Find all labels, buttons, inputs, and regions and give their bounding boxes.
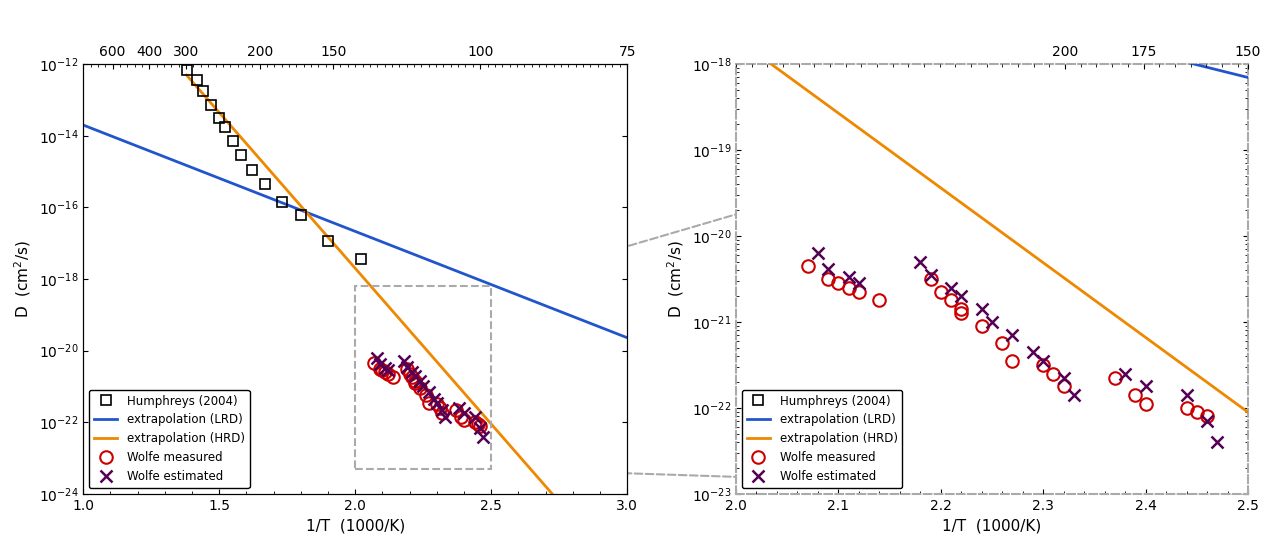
Y-axis label: D  (cm$^2$/s): D (cm$^2$/s) xyxy=(13,240,33,318)
Y-axis label: D  (cm$^2$/s): D (cm$^2$/s) xyxy=(666,240,686,318)
X-axis label: 1/T  (1000/K): 1/T (1000/K) xyxy=(306,518,404,533)
Bar xyxy=(356,286,492,469)
X-axis label: 1/T  (1000/K): 1/T (1000/K) xyxy=(942,518,1042,533)
Legend: Humphreys (2004), extrapolation (LRD), extrapolation (HRD), Wolfe measured, Wolf: Humphreys (2004), extrapolation (LRD), e… xyxy=(742,390,902,488)
Legend: Humphreys (2004), extrapolation (LRD), extrapolation (HRD), Wolfe measured, Wolf: Humphreys (2004), extrapolation (LRD), e… xyxy=(90,390,250,488)
